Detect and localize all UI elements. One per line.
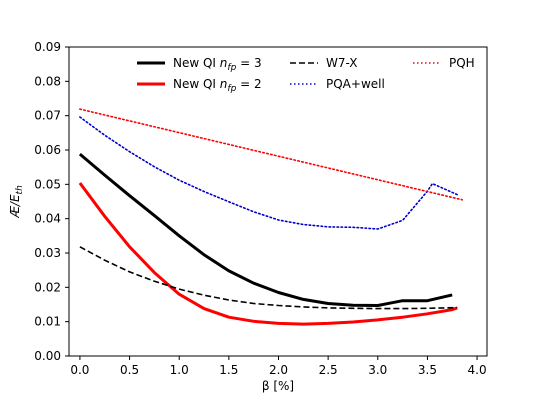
series-line-3 — [79, 246, 458, 310]
legend: New QI nfp = 3 New QI nfp = 2 W7-X PQA+well… — [137, 56, 475, 94]
series-line-4 — [79, 116, 459, 230]
series-line-5 — [79, 108, 464, 201]
y-tick-label: 0.08 — [34, 74, 61, 88]
legend-label: PQA+well — [326, 77, 385, 91]
y-tick-label: 0.04 — [34, 212, 61, 226]
x-axis-label: β [%] — [262, 379, 294, 393]
x-tick-label: 0.0 — [70, 363, 89, 377]
y-tick-label: 0.09 — [34, 40, 61, 54]
x-tick-label: 4.0 — [468, 363, 487, 377]
x-tick-label: 1.0 — [170, 363, 189, 377]
y-tick-label: 0.02 — [34, 280, 61, 294]
y-axis-label-text: Æ/Eth — [8, 185, 25, 219]
x-tick-label: 1.5 — [219, 363, 238, 377]
legend-label: W7-X — [326, 56, 357, 70]
x-tick-label: 0.5 — [120, 363, 139, 377]
y-tick-label: 0.01 — [34, 315, 61, 329]
y-tick-label: 0.00 — [34, 349, 61, 363]
x-tick-label: 2.5 — [319, 363, 338, 377]
legend-label: New QI nfp = 2 — [173, 77, 262, 94]
legend-label: New QI nfp = 3 — [173, 56, 262, 73]
x-tick-label: 3.5 — [418, 363, 437, 377]
series-line-2 — [78, 182, 458, 326]
series-line-1 — [78, 152, 453, 307]
y-axis-label: Æ/Eth — [8, 185, 25, 219]
x-tick-label: 2.0 — [269, 363, 288, 377]
y-tick-label: 0.06 — [34, 143, 61, 157]
x-tick-label: 3.0 — [368, 363, 387, 377]
y-tick-label: 0.03 — [34, 246, 61, 260]
legend-label: PQH — [449, 56, 475, 70]
y-tick-label: 0.05 — [34, 177, 61, 191]
y-tick-label: 0.07 — [34, 109, 61, 123]
